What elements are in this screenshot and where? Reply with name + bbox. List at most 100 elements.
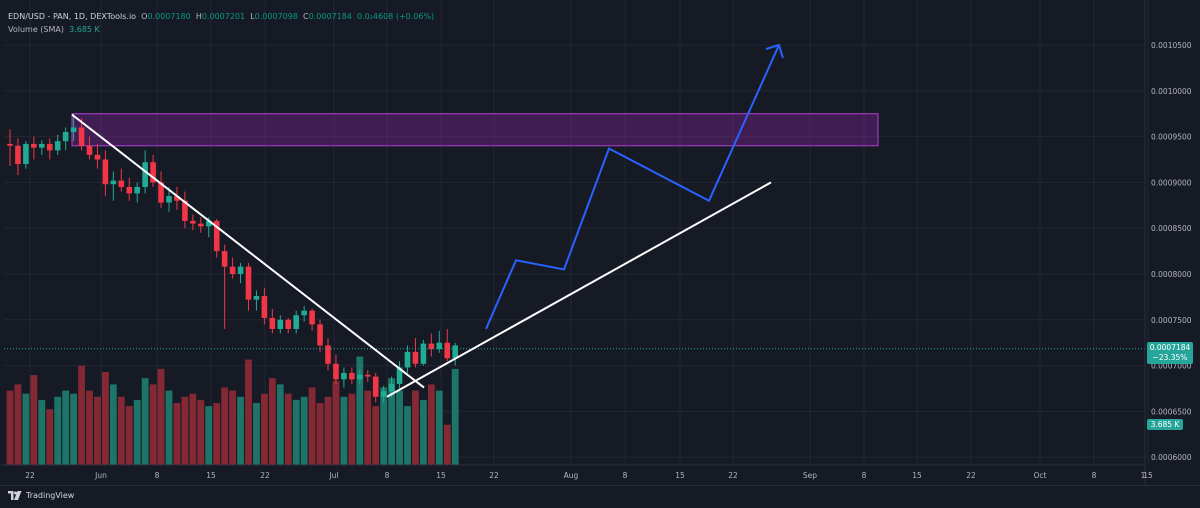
- volume-indicator-value: 3.685 K: [69, 25, 100, 34]
- volume-bar: [253, 403, 260, 465]
- candle-body: [182, 200, 188, 221]
- candle-body: [94, 154, 101, 160]
- projection-path[interactable]: [485, 44, 780, 330]
- candle-body: [86, 145, 93, 155]
- volume-bar: [54, 396, 62, 465]
- chart-legend: EDN/USD - PAN, 1D, DEXTools.io O0.000718…: [8, 10, 434, 36]
- candle-body: [229, 266, 236, 274]
- volume-bar: [404, 406, 411, 465]
- volume-bar: [364, 390, 372, 465]
- volume-tag: 3.685 K: [1147, 419, 1183, 430]
- drawings[interactable]: [71, 43, 784, 398]
- time-axis-label: Aug: [564, 471, 579, 480]
- time-axis-label: Oct: [1034, 471, 1047, 480]
- candle-body: [325, 345, 331, 364]
- volume-bar: [94, 396, 101, 465]
- candle-body: [285, 319, 292, 329]
- volume-bar: [276, 384, 284, 465]
- current-price-value: 0.0007184: [1149, 342, 1191, 352]
- volume-bar: [6, 390, 14, 465]
- price-axis[interactable]: 0.0010500 0.0010000 0.0009500 0.0009000 0.00…: [1151, 41, 1192, 462]
- candle-body: [213, 220, 220, 252]
- volume-bar: [300, 396, 308, 465]
- candle-body: [277, 319, 284, 329]
- candle-body: [158, 182, 164, 203]
- volume-bar: [30, 375, 38, 465]
- ascending-trendline[interactable]: [386, 181, 772, 398]
- volume-bar: [149, 384, 157, 465]
- volume-bar: [205, 406, 213, 465]
- volume-bar: [14, 384, 22, 465]
- volume-bar: [173, 403, 181, 465]
- volume-bar: [308, 387, 316, 465]
- candle-body: [198, 223, 204, 227]
- candle-body: [452, 345, 458, 359]
- volume-bar: [22, 393, 30, 465]
- low-value: 0.0007098: [254, 12, 298, 21]
- candle-body: [436, 342, 443, 350]
- volume-bar: [420, 399, 427, 465]
- time-axis-label: 1: [1141, 471, 1146, 480]
- candle-body: [7, 143, 13, 146]
- volume-bar: [46, 409, 54, 465]
- open-value: 0.0007180: [147, 12, 191, 21]
- volume-bar: [221, 387, 229, 465]
- price-axis-label: 0.0010500: [1151, 41, 1192, 50]
- candle-body: [444, 342, 451, 359]
- volume-bar: [356, 356, 364, 465]
- volume-bar: [380, 387, 388, 465]
- candle-body: [78, 127, 85, 146]
- candle-body: [54, 141, 61, 151]
- volume-bar: [245, 359, 252, 465]
- candle-body: [341, 372, 347, 380]
- tradingview-icon: [8, 491, 22, 500]
- volume-row: Volume (SMA) 3.685 K: [8, 23, 434, 36]
- candle-body: [396, 367, 403, 384]
- descending-trendline[interactable]: [71, 113, 425, 389]
- candle-body: [205, 220, 212, 227]
- high-value: 0.0007201: [201, 12, 246, 21]
- volume-bar: [117, 396, 125, 465]
- volume-bar: [348, 393, 356, 465]
- candle-body: [142, 162, 148, 187]
- time-axis-label: 22: [966, 471, 976, 480]
- time-axis-label: 22: [260, 471, 270, 480]
- candle-body: [293, 315, 299, 329]
- resistance-zone[interactable]: [71, 113, 879, 147]
- time-axis-label: 8: [862, 471, 867, 480]
- volume-bar: [261, 393, 268, 465]
- time-axis-label: 22: [728, 471, 738, 480]
- volume-bar: [292, 399, 300, 465]
- close-value: 0.0007184: [308, 12, 352, 21]
- candle-body: [412, 351, 419, 364]
- volume-indicator-label[interactable]: Volume (SMA): [8, 25, 64, 34]
- price-axis-label: 0.0008500: [1151, 224, 1192, 233]
- volume-bar: [332, 381, 340, 465]
- price-axis-label: 0.0008000: [1151, 270, 1192, 279]
- candle-body: [317, 324, 323, 346]
- volume-bar: [133, 399, 141, 465]
- volume-bar: [62, 390, 70, 465]
- candle-body: [372, 376, 379, 397]
- time-axis-label: Jul: [328, 471, 338, 480]
- volume-bar: [102, 372, 109, 465]
- volume-bar: [78, 365, 85, 465]
- volume-bar: [324, 396, 332, 465]
- candle-body: [420, 343, 427, 364]
- time-axis-label: 8: [1092, 471, 1097, 480]
- symbol-label[interactable]: EDN/USD - PAN, 1D, DEXTools.io: [8, 12, 137, 21]
- volume-bar: [340, 396, 348, 465]
- tradingview-logo[interactable]: TradingView: [8, 491, 74, 500]
- ohlc-row: EDN/USD - PAN, 1D, DEXTools.io O0.000718…: [8, 12, 435, 21]
- candle-body: [190, 220, 196, 224]
- volume-bar: [284, 393, 292, 465]
- price-axis-label: 0.0007500: [1151, 316, 1192, 325]
- candle-body: [134, 186, 140, 194]
- time-axis[interactable]: 22 Jun 8 15 22 Jul 8 15 22 Aug 8 15 22 Sep 8 15 22 Oct 8 15…: [25, 471, 1153, 480]
- volume-bar: [268, 378, 276, 465]
- candle-body: [309, 310, 315, 325]
- volume-bar: [189, 393, 197, 465]
- candle-body: [380, 391, 387, 397]
- candle-body: [245, 266, 252, 300]
